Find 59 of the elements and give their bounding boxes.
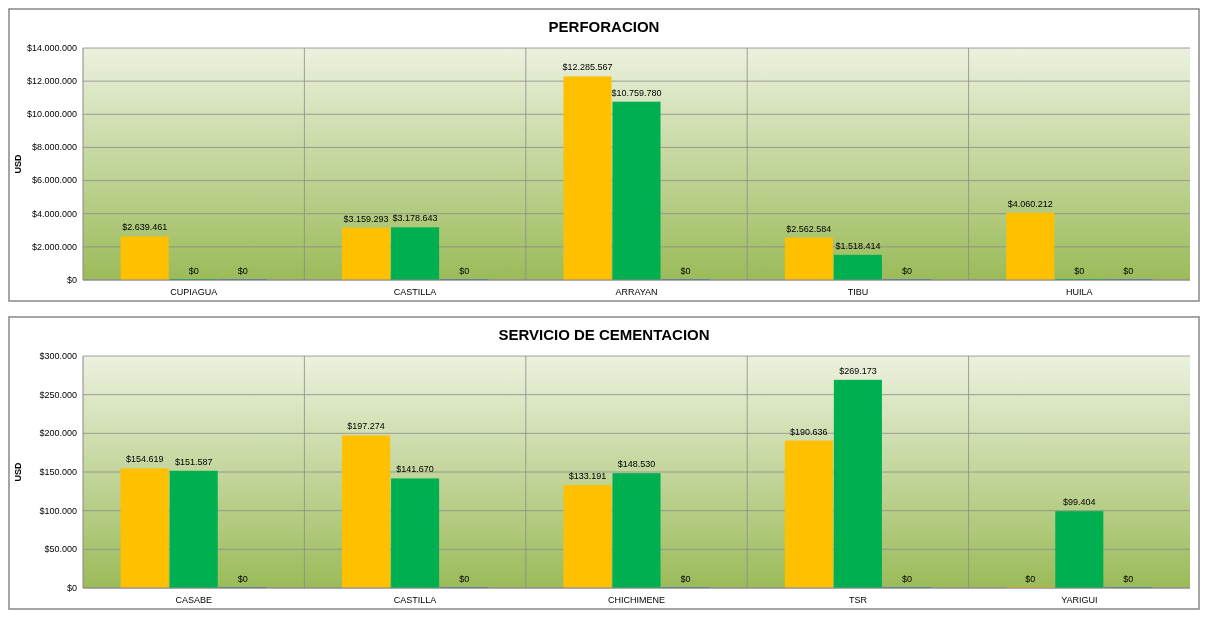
data-label: $148.530 [617, 459, 656, 470]
y-tick-label: $250.000 [39, 389, 77, 400]
data-label: $99.404 [1063, 497, 1096, 508]
x-tick-label: YARIGUI [1061, 595, 1098, 605]
data-label: $154.619 [125, 454, 164, 465]
chart-title: SERVICIO DE CEMENTACION [498, 326, 710, 343]
y-tick-label: $14.000.000 [26, 42, 77, 53]
data-label: $0 [901, 574, 912, 584]
data-label: $197.274 [347, 421, 385, 432]
x-tick-label: TSR [848, 595, 868, 605]
x-tick-label: HUILA [1066, 287, 1093, 297]
data-label: $141.670 [396, 464, 434, 475]
y-tick-label: $0 [66, 274, 77, 285]
y-tick-label: $50.000 [44, 544, 77, 555]
data-label: $4.060.212 [1007, 198, 1053, 209]
y-tick-label: $4.000.000 [31, 208, 77, 219]
y-tick-label: $0 [66, 582, 77, 593]
data-label: $3.178.643 [392, 213, 438, 224]
data-label: $2.562.584 [786, 223, 832, 234]
y-tick-label: $10.000.000 [26, 109, 77, 120]
chart-title: PERFORACION [548, 18, 660, 35]
data-label: $0 [237, 266, 248, 276]
data-label: $0 [1074, 266, 1085, 276]
data-label: $10.759.780 [611, 87, 662, 98]
data-label: $0 [188, 266, 199, 276]
y-tick-label: $300.000 [39, 350, 77, 361]
data-label: $0 [680, 266, 691, 276]
data-label: $3.159.293 [343, 213, 389, 224]
data-label: $0 [1123, 574, 1134, 584]
y-tick-label: $2.000.000 [31, 241, 77, 252]
data-label: $269.173 [839, 365, 877, 376]
y-tick-label: $12.000.000 [26, 76, 77, 87]
data-label: $2.639.461 [122, 222, 168, 233]
x-tick-label: CHICHIMENE [607, 595, 666, 605]
x-tick-label: TIBU [847, 287, 869, 297]
data-label: $12.285.567 [562, 62, 613, 73]
data-label: $0 [237, 574, 248, 584]
x-tick-label: CASTILLA [393, 287, 437, 297]
data-label: $0 [1025, 574, 1036, 584]
y-axis-title: USD [13, 462, 23, 482]
data-label: $0 [680, 574, 691, 584]
data-label: $151.587 [174, 456, 213, 467]
y-axis-title: USD [13, 154, 23, 174]
data-label: $0 [901, 266, 912, 276]
data-label: $0 [459, 266, 470, 276]
y-tick-label: $200.000 [39, 428, 77, 439]
data-label: $190.636 [790, 426, 828, 437]
x-tick-label: ARRAYAN [615, 287, 658, 297]
x-tick-label: CASABE [175, 595, 212, 605]
x-tick-label: CASTILLA [393, 595, 437, 605]
y-tick-label: $6.000.000 [31, 175, 77, 186]
y-tick-label: $100.000 [39, 505, 77, 516]
data-label: $0 [1123, 266, 1134, 276]
y-tick-label: $150.000 [39, 466, 77, 477]
x-tick-label: CUPIAGUA [170, 287, 218, 297]
data-label: $0 [459, 574, 470, 584]
y-tick-label: $8.000.000 [31, 142, 77, 153]
data-label: $133.191 [568, 471, 607, 481]
data-label: $1.518.414 [835, 240, 881, 251]
